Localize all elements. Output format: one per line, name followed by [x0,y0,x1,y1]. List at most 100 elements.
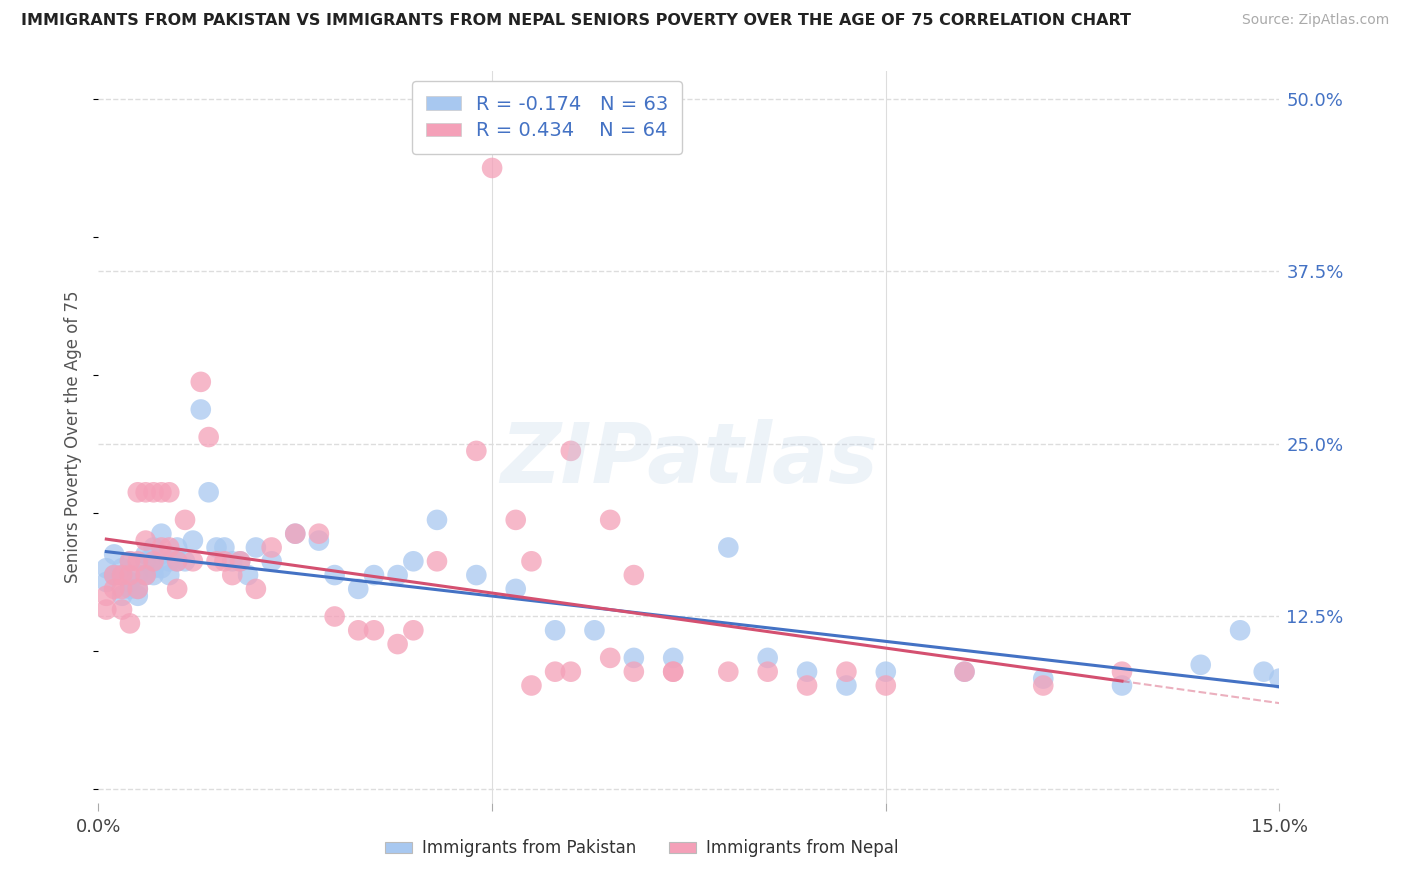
Point [284,526,307,541]
Point [118,574,141,589]
Point [756,665,779,679]
Point [505,513,527,527]
Point [260,554,283,568]
Point [157,568,180,582]
Point [599,651,621,665]
Point [426,513,449,527]
Point [284,526,307,541]
Point [111,561,134,575]
Point [205,554,228,568]
Point [181,554,204,568]
Point [135,485,157,500]
Point [150,485,173,500]
Point [190,402,212,417]
Point [111,589,134,603]
Point [229,554,252,568]
Point [260,541,283,555]
Point [875,665,897,679]
Point [181,533,204,548]
Point [387,568,409,582]
Point [142,561,165,575]
Point [118,554,141,568]
Point [103,582,125,596]
Point [127,589,149,603]
Point [1032,678,1054,692]
Point [150,548,173,562]
Point [135,548,157,562]
Point [465,443,488,458]
Point [599,513,621,527]
Point [717,541,740,555]
Point [190,375,212,389]
Point [118,616,141,631]
Point [953,665,976,679]
Point [1229,624,1251,638]
Point [111,568,134,582]
Point [96,589,118,603]
Legend: Immigrants from Pakistan, Immigrants from Nepal: Immigrants from Pakistan, Immigrants fro… [378,832,905,864]
Point [1253,665,1275,679]
Point [142,568,165,582]
Point [1111,678,1133,692]
Text: Source: ZipAtlas.com: Source: ZipAtlas.com [1241,13,1389,28]
Point [796,665,818,679]
Point [520,678,543,692]
Point [323,609,346,624]
Point [127,485,149,500]
Point [560,665,582,679]
Point [205,541,228,555]
Point [157,541,180,555]
Point [166,541,188,555]
Point [544,665,567,679]
Point [111,568,134,582]
Point [166,554,188,568]
Point [229,554,252,568]
Point [245,541,267,555]
Point [103,568,125,582]
Point [111,602,134,616]
Point [520,554,543,568]
Point [96,602,118,616]
Point [118,568,141,582]
Point [623,665,645,679]
Point [308,533,330,548]
Point [214,554,236,568]
Point [174,513,197,527]
Point [127,568,149,582]
Point [347,582,370,596]
Point [166,554,188,568]
Point [402,554,425,568]
Point [150,526,173,541]
Point [363,624,385,638]
Point [662,651,685,665]
Point [717,665,740,679]
Point [197,430,219,444]
Point [135,533,157,548]
Point [662,665,685,679]
Point [157,554,180,568]
Text: IMMIGRANTS FROM PAKISTAN VS IMMIGRANTS FROM NEPAL SENIORS POVERTY OVER THE AGE O: IMMIGRANTS FROM PAKISTAN VS IMMIGRANTS F… [21,13,1130,29]
Point [142,554,165,568]
Point [583,624,606,638]
Point [426,554,449,568]
Point [221,554,243,568]
Point [166,582,188,596]
Point [157,485,180,500]
Point [135,554,157,568]
Point [127,554,149,568]
Point [505,582,527,596]
Point [111,582,134,596]
Point [1189,657,1212,672]
Point [347,624,370,638]
Point [96,561,118,575]
Point [402,624,425,638]
Point [142,541,165,555]
Point [142,485,165,500]
Point [1032,672,1054,686]
Point [150,561,173,575]
Point [623,651,645,665]
Point [875,678,897,692]
Point [221,568,243,582]
Point [127,582,149,596]
Point [1268,672,1291,686]
